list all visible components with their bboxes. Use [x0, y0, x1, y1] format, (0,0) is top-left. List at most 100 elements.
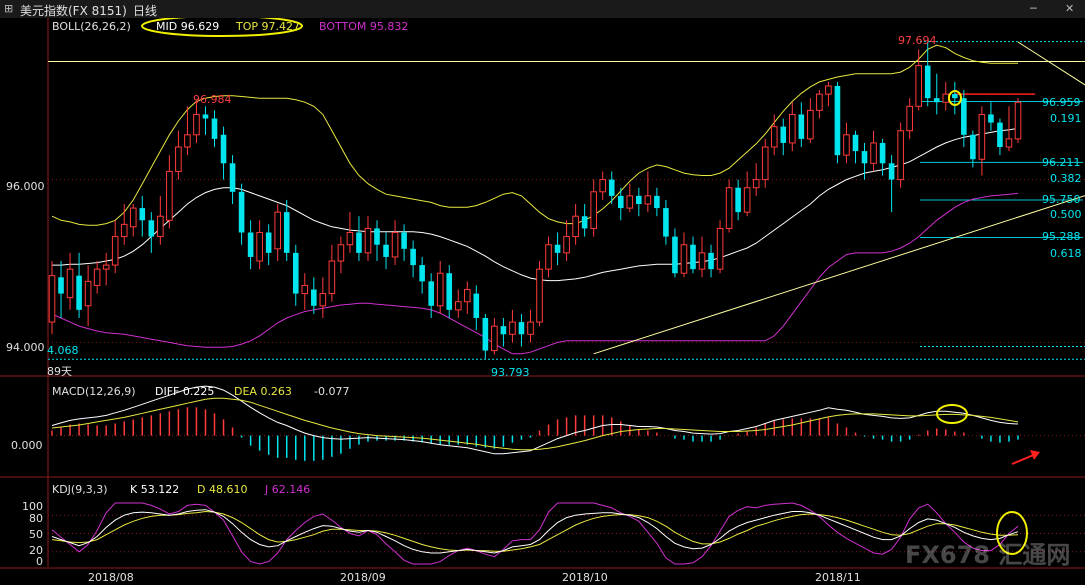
fib-ratio-1: 0.382 [1050, 172, 1082, 185]
instrument-title: 美元指数(FX 8151) [20, 4, 127, 18]
candle-body-5 [93, 268, 101, 286]
macd-diff-value: DIFF 0.225 [155, 385, 214, 398]
candle-body-58 [572, 215, 579, 238]
candle-body-78 [752, 179, 760, 189]
candle-body-34 [356, 232, 362, 253]
candle-body-69 [672, 236, 678, 274]
candle-body-55 [545, 244, 552, 270]
y-tick-96: 96.000 [6, 180, 45, 193]
candle-body-68 [663, 208, 669, 237]
close-icon[interactable]: ✕ [1065, 2, 1075, 15]
candle-body-22 [247, 232, 254, 257]
candle-body-106 [1005, 138, 1013, 148]
kdj-tick-20: 20 [29, 544, 43, 557]
candle-body-2 [66, 268, 74, 299]
candle-body-87 [834, 85, 841, 156]
candle-body-0 [48, 275, 56, 323]
kdj-y-ticks: 100 80 50 20 0 [22, 500, 43, 568]
macd-lines [51, 385, 1019, 455]
candle-body-74 [716, 227, 724, 270]
candle-body-48 [482, 318, 489, 351]
candle-body-43 [436, 272, 444, 307]
chart-canvas: BOLL(26,26,2) MID 96.629 TOP 97.427 BOTT… [0, 18, 1085, 585]
candle-body-91 [870, 142, 877, 164]
candle-body-10 [139, 208, 146, 221]
candle-body-54 [536, 268, 543, 323]
candle-body-25 [274, 211, 281, 250]
candle-body-8 [120, 223, 128, 238]
candle-body-9 [129, 207, 137, 228]
boll-lines [51, 41, 1085, 355]
candle-body-36 [374, 228, 380, 245]
candle-body-96 [915, 65, 922, 107]
macd-value: -0.077 [314, 385, 349, 398]
candle-body-65 [636, 195, 642, 205]
kdj-tick-50: 50 [29, 528, 43, 541]
candle-body-47 [473, 293, 480, 319]
candle-body-99 [942, 93, 950, 103]
red-arrow-icon [1011, 450, 1040, 465]
candle-body-64 [626, 195, 634, 209]
candle-body-56 [554, 244, 561, 253]
candle-body-94 [897, 130, 904, 181]
macd-dea-line [51, 397, 1019, 451]
candle-body-17 [202, 114, 209, 119]
candle-body-81 [780, 126, 787, 143]
candle-body-39 [401, 232, 407, 249]
candle-body-67 [654, 195, 660, 209]
candle-body-80 [770, 126, 778, 148]
boll-indicator-name[interactable]: BOLL(26,26,2) [52, 20, 131, 33]
window-titlebar: ⊞ 美元指数(FX 8151) 日线 ─ ✕ [0, 0, 1085, 19]
fib-price-3: 95.288 [1042, 230, 1081, 243]
candle-body-53 [527, 321, 534, 335]
candle-body-28 [301, 284, 309, 295]
kdj-k-line [51, 509, 1019, 554]
candle-body-72 [698, 252, 706, 270]
candle-body-51 [509, 321, 516, 335]
candle-body-1 [58, 277, 64, 294]
candle-body-44 [446, 273, 453, 310]
candle-body-70 [680, 244, 688, 274]
candle-body-3 [76, 275, 82, 310]
candle-body-21 [238, 191, 245, 233]
candle-body-49 [491, 325, 498, 352]
candle-body-93 [888, 163, 895, 180]
low-marker-label: 93.793 [491, 366, 530, 379]
boll-mid-line [52, 127, 1019, 282]
kdj-tick-0: 0 [36, 555, 43, 568]
candle-body-50 [500, 326, 507, 335]
highlight-ellipse-kdj [996, 511, 1028, 555]
boll-bottom-line [51, 192, 1019, 355]
candle-body-63 [617, 195, 624, 209]
candle-body-83 [798, 114, 805, 139]
candle-body-86 [825, 85, 832, 95]
minimize-icon[interactable]: ─ [1030, 2, 1037, 15]
candle-body-60 [590, 191, 597, 229]
candle-body-90 [861, 151, 868, 164]
candle-body-52 [518, 322, 525, 335]
expand-icon[interactable]: ⊞ [4, 2, 14, 15]
left-high-label: 96.984 [193, 93, 232, 106]
candle-body-20 [229, 163, 236, 192]
x-tick-aug: 2018/08 [88, 571, 134, 584]
candle-body-88 [843, 134, 850, 156]
macd-indicator-name[interactable]: MACD(12,26,9) [52, 385, 136, 398]
candle-body-18 [211, 118, 218, 139]
candle-body-26 [283, 212, 290, 253]
period-selector[interactable]: 日线 [133, 4, 158, 18]
candle-body-84 [807, 109, 814, 140]
macd-y-tick-0: 0.000 [11, 439, 43, 452]
kdj-j-line [51, 502, 1019, 565]
trend-line-1 [1017, 41, 1085, 86]
kdj-lines [51, 502, 1019, 565]
candle-body-82 [789, 113, 796, 144]
candle-body-101 [961, 98, 967, 135]
candle-body-79 [761, 146, 769, 181]
kdj-indicator-name[interactable]: KDJ(9,3,3) [52, 483, 108, 496]
candles [48, 41, 1022, 359]
boll-top-value: TOP 97.427 [235, 20, 300, 33]
boll-mid-value: MID 96.629 [156, 20, 219, 33]
candle-body-77 [743, 187, 751, 213]
candle-body-103 [978, 113, 986, 160]
candle-body-35 [364, 227, 372, 254]
